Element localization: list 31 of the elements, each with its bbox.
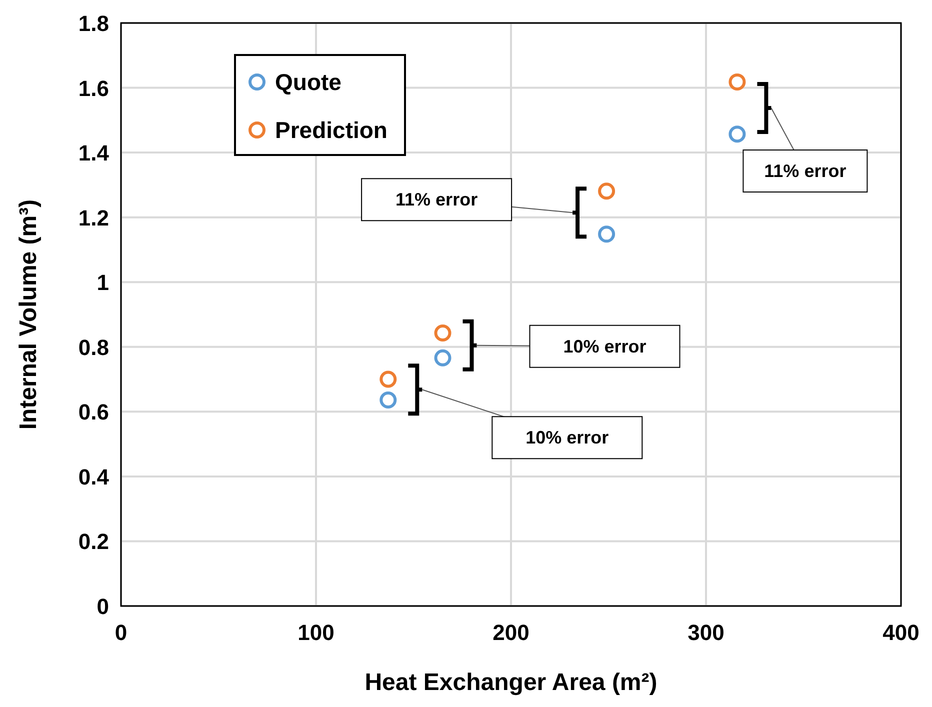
x-tick-label: 400 [882,620,920,645]
y-tick-label: 0.8 [78,334,109,360]
x-tick-label: 300 [688,620,724,645]
point [598,182,616,200]
point [380,392,397,408]
x-tick-label: 200 [492,620,530,645]
point [434,324,452,342]
annotation: 10% error [563,336,646,356]
annotation: 11% error [764,161,846,182]
y-tick-label: 1.2 [78,205,109,230]
point [598,226,616,243]
x-tick-label: 0 [114,620,128,645]
y-tick-label: 1.6 [78,76,109,101]
y-tick-label: 1.8 [78,11,109,36]
y-tick-label: 1 [96,270,109,296]
x-axis-title: Heat Exchanger Area (m²) [364,669,658,696]
x-tick-label: 100 [298,620,334,645]
y-tick-label: 1.4 [78,140,110,166]
y-tick-label: 0.4 [78,464,110,490]
legend-label: Quote [275,69,342,95]
point [728,73,746,90]
annotation: 10% error [526,428,609,448]
y-tick-label: 0 [96,594,109,619]
point [434,349,452,366]
point [728,126,746,143]
point [380,370,397,388]
y-tick-label: 0.2 [78,529,109,554]
y-tick-label: 0.6 [78,400,109,425]
legend-label: Prediction [275,117,388,143]
y-axis-title: Internal Volume (m³) [15,199,42,430]
annotation: 11% error [396,190,478,210]
